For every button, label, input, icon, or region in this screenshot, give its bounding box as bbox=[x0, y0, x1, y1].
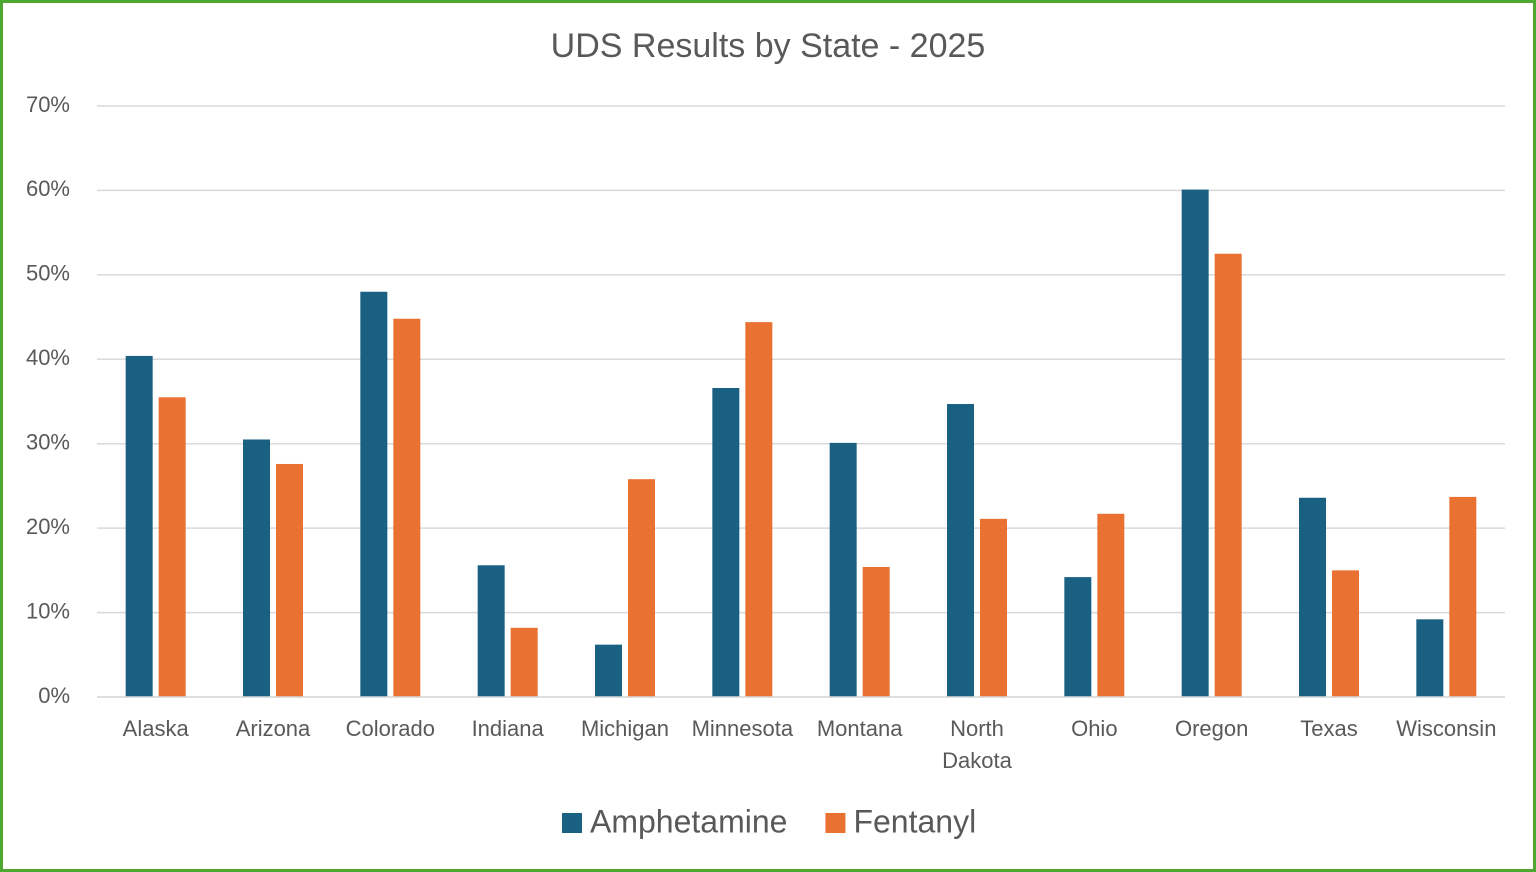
x-tick-label: Wisconsin bbox=[1396, 716, 1497, 741]
y-tick-label: 20% bbox=[26, 514, 70, 539]
bar bbox=[125, 355, 153, 697]
bar bbox=[1181, 189, 1209, 697]
bar bbox=[477, 565, 505, 697]
bar bbox=[1416, 619, 1444, 697]
y-tick-label: 50% bbox=[26, 261, 70, 286]
chart-title: UDS Results by State - 2025 bbox=[551, 27, 986, 65]
bar bbox=[243, 439, 270, 697]
y-tick-label: 60% bbox=[26, 176, 70, 201]
bar bbox=[947, 404, 974, 697]
x-tick-label: North Dakota bbox=[942, 716, 1012, 773]
x-tick-label: Oregon bbox=[1174, 716, 1249, 741]
bar bbox=[595, 644, 622, 697]
bar bbox=[628, 479, 655, 697]
bar bbox=[712, 387, 740, 697]
x-tick-label: Texas bbox=[1300, 716, 1358, 741]
x-tick-label: Alaska bbox=[122, 716, 189, 741]
bar bbox=[829, 442, 857, 697]
bar bbox=[1097, 513, 1125, 697]
bar bbox=[1449, 496, 1477, 697]
bar bbox=[360, 291, 388, 697]
bar bbox=[862, 566, 890, 697]
bar bbox=[1332, 570, 1359, 697]
x-tick-label: Michigan bbox=[580, 716, 670, 741]
bar bbox=[510, 627, 538, 697]
x-tick-label: Arizona bbox=[235, 716, 311, 741]
x-tick-label: Ohio bbox=[1071, 716, 1118, 741]
x-tick-label: Montana bbox=[816, 716, 903, 741]
bar bbox=[1214, 253, 1242, 697]
bar bbox=[158, 397, 186, 697]
bar bbox=[1064, 577, 1092, 697]
x-tick-label: Indiana bbox=[471, 716, 544, 741]
bar bbox=[276, 463, 303, 697]
bar bbox=[980, 518, 1007, 697]
legend-swatch bbox=[825, 813, 846, 833]
y-tick-label: 30% bbox=[26, 430, 70, 455]
bar bbox=[745, 322, 773, 697]
y-tick-label: 70% bbox=[26, 92, 70, 117]
y-tick-label: 10% bbox=[26, 598, 70, 623]
x-tick-label: Minnesota bbox=[691, 716, 794, 741]
bar bbox=[393, 318, 421, 697]
bar bbox=[1299, 497, 1326, 697]
legend-label: Amphetamine bbox=[590, 803, 787, 839]
x-tick-label: Colorado bbox=[345, 716, 435, 741]
legend-label: Fentanyl bbox=[853, 803, 976, 839]
y-tick-label: 0% bbox=[38, 683, 70, 708]
y-tick-label: 40% bbox=[26, 345, 70, 370]
legend-swatch bbox=[562, 813, 582, 833]
